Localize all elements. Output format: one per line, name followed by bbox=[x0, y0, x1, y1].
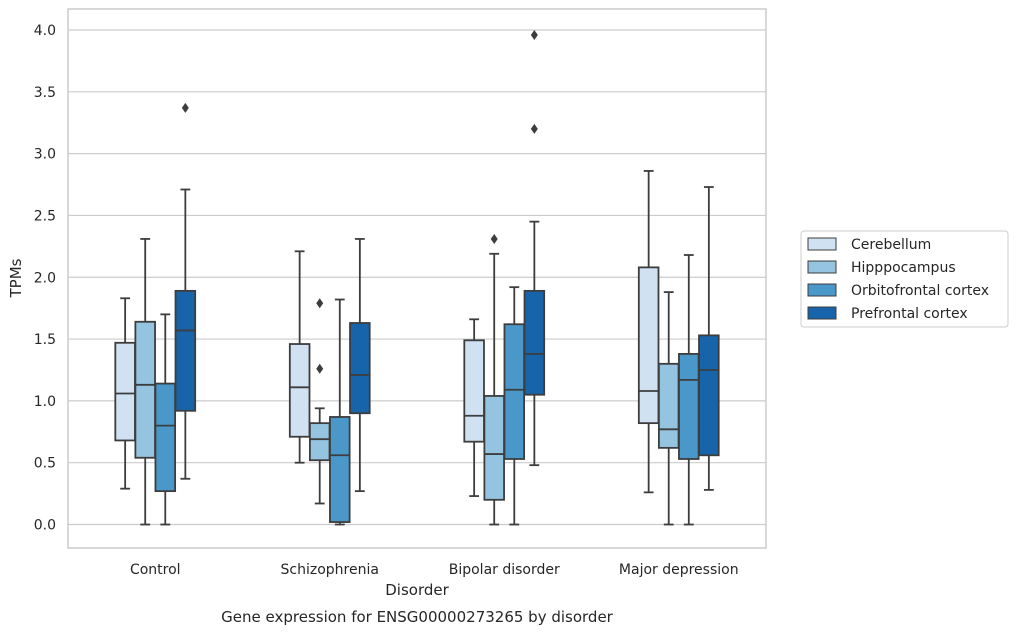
legend-swatch bbox=[807, 283, 837, 297]
box-hipppocampus bbox=[134, 238, 156, 526]
box-cerebellum bbox=[114, 297, 136, 490]
legend-label: Orbitofrontal cortex bbox=[851, 283, 989, 299]
box-iqr bbox=[483, 395, 505, 501]
y-axis: 0.0 0.5 1.0 1.5 2.0 2.5 3.0 3.5 4.0 bbox=[34, 23, 56, 533]
box-iqr bbox=[698, 334, 720, 457]
x-tick-label: Control bbox=[130, 562, 181, 578]
box-cerebellum bbox=[288, 250, 311, 464]
box-orbitofrontal-cortex bbox=[678, 254, 700, 526]
outlier-point bbox=[530, 123, 538, 134]
box-hipppocampus bbox=[657, 291, 680, 526]
box-iqr bbox=[154, 382, 177, 493]
y-tick-label: 0.0 bbox=[34, 518, 56, 534]
outlier-point bbox=[490, 233, 498, 244]
box-iqr bbox=[637, 266, 660, 425]
box-orbitofrontal-cortex bbox=[503, 286, 526, 526]
y-tick-label: 2.0 bbox=[34, 270, 56, 286]
box-iqr bbox=[463, 339, 485, 443]
box-iqr bbox=[114, 341, 136, 442]
box-cerebellum bbox=[463, 318, 485, 497]
legend-frame bbox=[800, 230, 1009, 328]
box-iqr bbox=[288, 343, 311, 438]
y-axis-label: TPMs bbox=[7, 258, 25, 298]
y-tick-label: 1.5 bbox=[34, 332, 56, 348]
legend-label: Hipppocampus bbox=[851, 260, 956, 276]
legend-label: Cerebellum bbox=[851, 237, 931, 253]
box-orbitofrontal-cortex bbox=[329, 298, 351, 526]
y-tick-label: 0.5 bbox=[34, 456, 56, 472]
box-orbitofrontal-cortex bbox=[154, 313, 177, 526]
box-iqr bbox=[678, 353, 700, 460]
box-prefrontal-cortex bbox=[349, 238, 371, 493]
box-iqr bbox=[523, 289, 546, 396]
x-axis-label: Disorder bbox=[385, 581, 449, 599]
outlier-point bbox=[316, 363, 324, 374]
plot-frame bbox=[67, 8, 767, 549]
box-iqr bbox=[349, 322, 371, 415]
box-iqr bbox=[174, 289, 197, 412]
box-hipppocampus bbox=[308, 298, 331, 505]
box-prefrontal-cortex bbox=[523, 29, 546, 467]
chart-caption: Gene expression for ENSG00000273265 by d… bbox=[221, 608, 614, 626]
legend-swatch bbox=[807, 260, 837, 274]
y-tick-label: 3.0 bbox=[34, 147, 56, 163]
legend-label: Prefrontal cortex bbox=[851, 306, 968, 322]
legend-swatch bbox=[807, 237, 837, 251]
x-tick-label: Bipolar disorder bbox=[449, 562, 560, 578]
legend: Cerebellum Hipppocampus Orbitofrontal cort… bbox=[800, 230, 1009, 328]
x-axis: Control Schizophrenia Bipolar disorder Majo… bbox=[130, 562, 739, 578]
y-tick-label: 1.0 bbox=[34, 394, 56, 410]
outlier-point bbox=[181, 102, 189, 113]
box-prefrontal-cortex bbox=[698, 186, 720, 491]
x-tick-label: Major depression bbox=[619, 562, 739, 578]
y-tick-label: 3.5 bbox=[34, 85, 56, 101]
y-tick-label: 2.5 bbox=[34, 208, 56, 224]
legend-swatch bbox=[807, 306, 837, 320]
y-tick-label: 4.0 bbox=[34, 23, 56, 39]
box-hipppocampus bbox=[483, 233, 505, 526]
box-iqr bbox=[503, 323, 526, 460]
box-cerebellum bbox=[637, 170, 660, 494]
x-tick-label: Schizophrenia bbox=[281, 562, 379, 578]
boxplot-area bbox=[114, 29, 720, 526]
box-iqr bbox=[308, 422, 331, 462]
box-prefrontal-cortex bbox=[174, 102, 197, 480]
box-iqr bbox=[134, 320, 156, 459]
outlier-point bbox=[530, 29, 538, 40]
outlier-point bbox=[316, 298, 324, 309]
box-iqr bbox=[329, 416, 351, 523]
box-iqr bbox=[657, 362, 680, 449]
